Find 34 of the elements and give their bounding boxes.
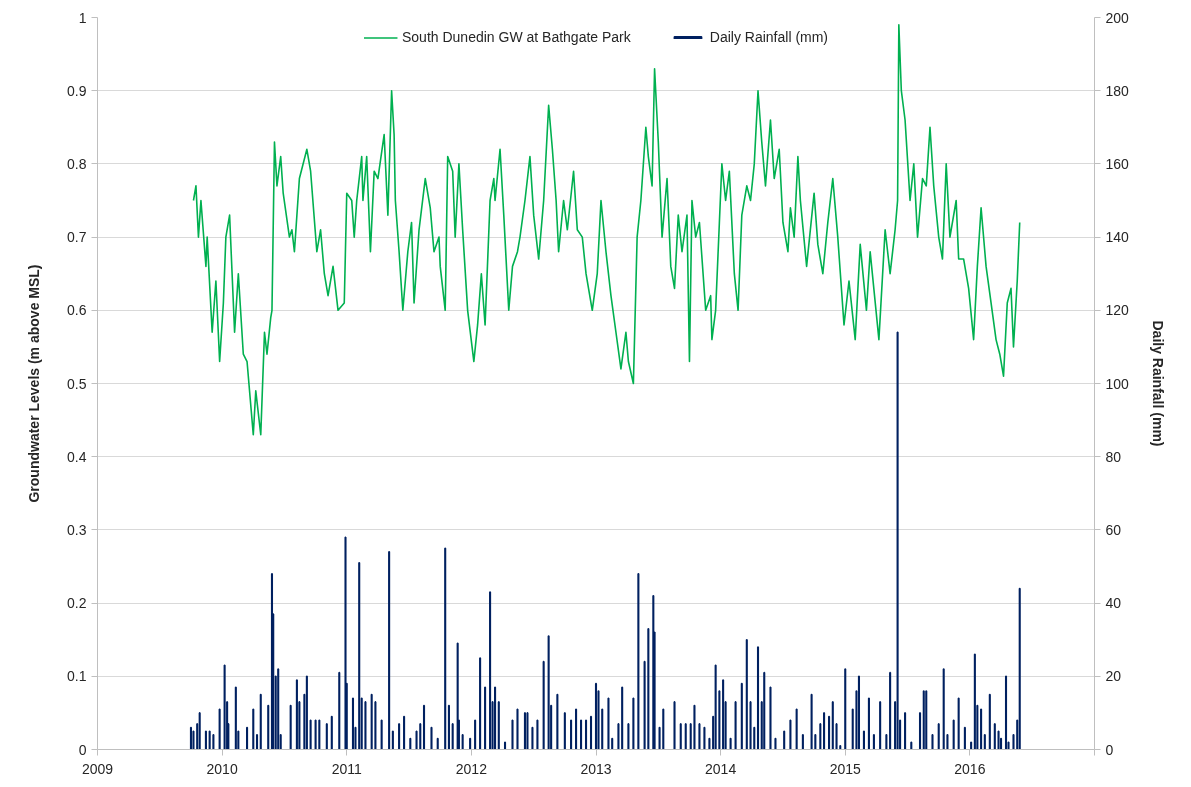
- y-tick-label: 1: [78, 9, 87, 26]
- y-tick-label: 0.4: [67, 448, 87, 465]
- legend-label: Daily Rainfall (mm): [709, 29, 829, 45]
- y2-axis-title: Daily Rainfall (mm): [1149, 320, 1166, 447]
- y2-tick-label: 0: [1105, 741, 1114, 758]
- y2-tick-label: 100: [1105, 375, 1130, 392]
- x-tick-label: 2013: [580, 760, 612, 777]
- y-tick-label: 0.5: [67, 375, 87, 392]
- x-tick-label: 2016: [954, 760, 986, 777]
- y-tick-label: 0.3: [67, 521, 87, 538]
- y2-tick-label: 180: [1105, 82, 1130, 99]
- x-tick-label: 2015: [829, 760, 862, 777]
- y2-tick-label: 40: [1105, 595, 1122, 612]
- y2-tick-label: 140: [1105, 229, 1130, 246]
- x-tick-label: 2012: [455, 760, 488, 777]
- y2-tick-label: 160: [1105, 155, 1130, 172]
- y-tick-label: 0.8: [67, 155, 87, 172]
- x-tick-label: 2011: [331, 760, 363, 777]
- y2-tick-label: 20: [1105, 668, 1122, 685]
- y-tick-label: 0.6: [67, 302, 87, 319]
- y2-tick-label: 200: [1105, 9, 1130, 26]
- x-tick-label: 2009: [81, 760, 114, 777]
- y-tick-label: 0.2: [67, 595, 87, 612]
- y-tick-label: 0.9: [67, 82, 87, 99]
- y2-tick-label: 120: [1105, 302, 1130, 319]
- y-tick-label: 0.7: [67, 229, 87, 246]
- y-tick-label: 0: [78, 741, 87, 758]
- x-tick-label: 2014: [705, 760, 737, 777]
- x-tick-label: 2010: [206, 760, 238, 777]
- legend-label: South Dunedin GW at Bathgate Park: [401, 29, 631, 45]
- y2-tick-label: 80: [1105, 448, 1122, 465]
- y2-tick-label: 60: [1105, 521, 1122, 538]
- y-tick-label: 0.1: [67, 668, 87, 685]
- y-axis-title: Groundwater Levels (m above MSL): [26, 264, 43, 503]
